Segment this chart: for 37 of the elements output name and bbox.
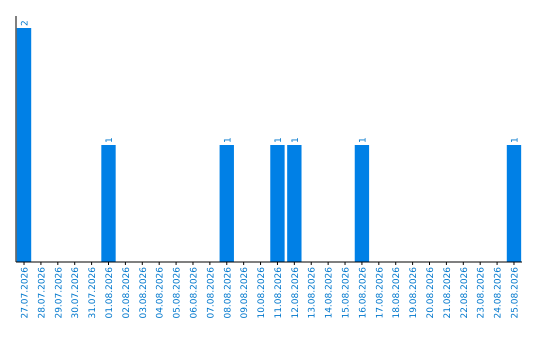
x-tick-label: 01.08.2026	[105, 266, 115, 319]
data-label: 2	[20, 20, 31, 26]
x-tick-label: 16.08.2026	[358, 266, 368, 319]
x-tick-label: 04.08.2026	[156, 266, 166, 319]
x-tick-label: 27.07.2026	[20, 266, 31, 319]
x-tick-label: 14.08.2026	[324, 266, 335, 319]
data-label: 1	[274, 137, 284, 143]
x-tick-label: 28.07.2026	[37, 266, 48, 319]
data-label: 1	[223, 137, 234, 143]
data-label: 1	[510, 137, 520, 143]
x-tick-label: 08.08.2026	[223, 266, 234, 319]
x-tick-label: 22.08.2026	[460, 266, 470, 319]
x-tick-label: 09.08.2026	[240, 266, 250, 319]
x-tick-label: 18.08.2026	[392, 266, 402, 319]
x-tick-label: 06.08.2026	[189, 266, 200, 319]
x-tick-label: 17.08.2026	[375, 266, 386, 319]
x-tick-label: 25.08.2026	[510, 266, 520, 319]
x-tick-label: 15.08.2026	[342, 266, 352, 319]
x-tick-label: 07.08.2026	[206, 266, 216, 319]
x-tick-label: 23.08.2026	[476, 266, 487, 319]
data-label: 1	[290, 137, 301, 143]
x-tick-label: 30.07.2026	[71, 266, 82, 319]
x-tick-label: 10.08.2026	[257, 266, 268, 319]
x-tick-label: 11.08.2026	[274, 266, 284, 319]
data-label: 1	[358, 137, 368, 143]
x-tick-label: 24.08.2026	[494, 266, 504, 319]
x-tick-label: 31.07.2026	[88, 266, 98, 319]
x-tick-label: 13.08.2026	[308, 266, 318, 319]
x-tick-label: 12.08.2026	[290, 266, 301, 319]
x-tick-label: 02.08.2026	[122, 266, 132, 319]
x-tick-label: 03.08.2026	[138, 266, 149, 319]
x-tick-label: 19.08.2026	[409, 266, 420, 319]
x-tick-label: 05.08.2026	[172, 266, 183, 319]
data-label: 1	[105, 137, 115, 143]
x-tick-label: 21.08.2026	[442, 266, 453, 319]
x-tick-label: 29.07.2026	[54, 266, 64, 319]
x-tick-label: 20.08.2026	[426, 266, 436, 319]
